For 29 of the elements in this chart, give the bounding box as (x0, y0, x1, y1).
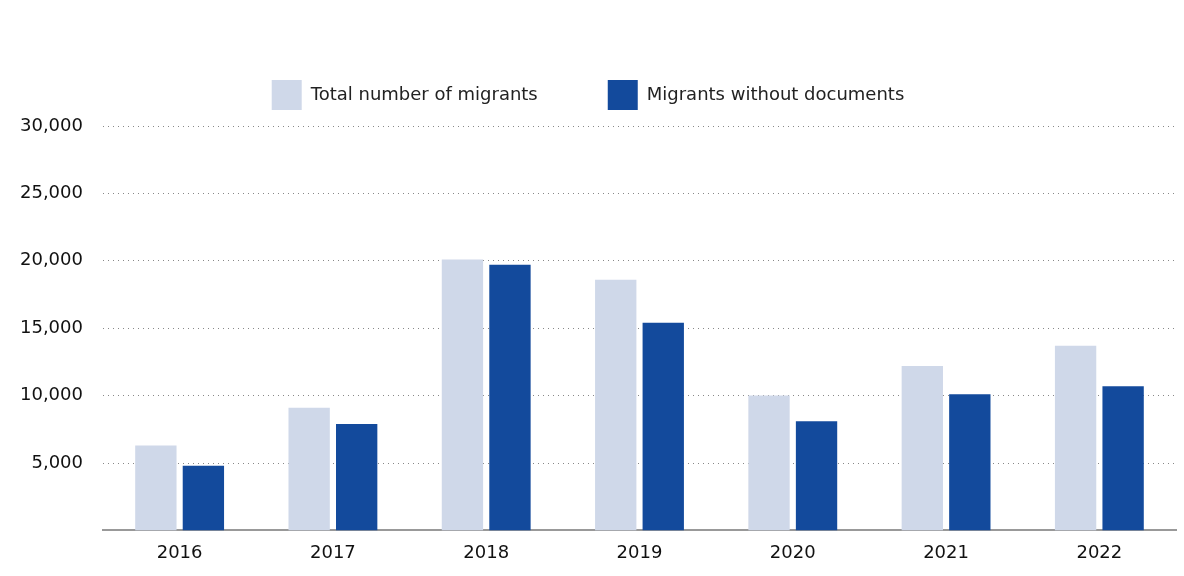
x-tick-label: 2019 (616, 540, 663, 562)
bar (489, 264, 531, 531)
y-tick-label: 10,000 (20, 383, 83, 405)
x-tick-label: 2018 (463, 540, 510, 562)
bar (288, 407, 330, 531)
y-tick-label: 20,000 (20, 248, 83, 270)
y-tick-label: 30,000 (20, 113, 83, 135)
bar (795, 421, 838, 531)
x-tick-label: 2017 (310, 540, 356, 562)
x-tick-label: 2016 (156, 540, 203, 562)
bar (1054, 345, 1097, 531)
bar (901, 365, 943, 531)
y-tick-label: 25,000 (20, 181, 83, 203)
bar (642, 322, 684, 531)
x-tick-label: 2020 (769, 540, 816, 562)
bar (949, 394, 991, 531)
bar (1102, 386, 1144, 531)
legend-label: Total number of migrants (309, 82, 538, 104)
y-tick-label: 15,000 (20, 315, 83, 337)
bar (135, 445, 177, 531)
bar (748, 395, 790, 531)
y-tick-label: 5,000 (31, 450, 83, 472)
bar (336, 423, 378, 531)
bar (182, 465, 225, 531)
bar (595, 279, 637, 531)
legend-label: Migrants without documents (646, 82, 905, 104)
x-tick-label: 2021 (923, 540, 969, 562)
bar (441, 259, 484, 531)
x-tick-label: 2022 (1076, 540, 1123, 562)
